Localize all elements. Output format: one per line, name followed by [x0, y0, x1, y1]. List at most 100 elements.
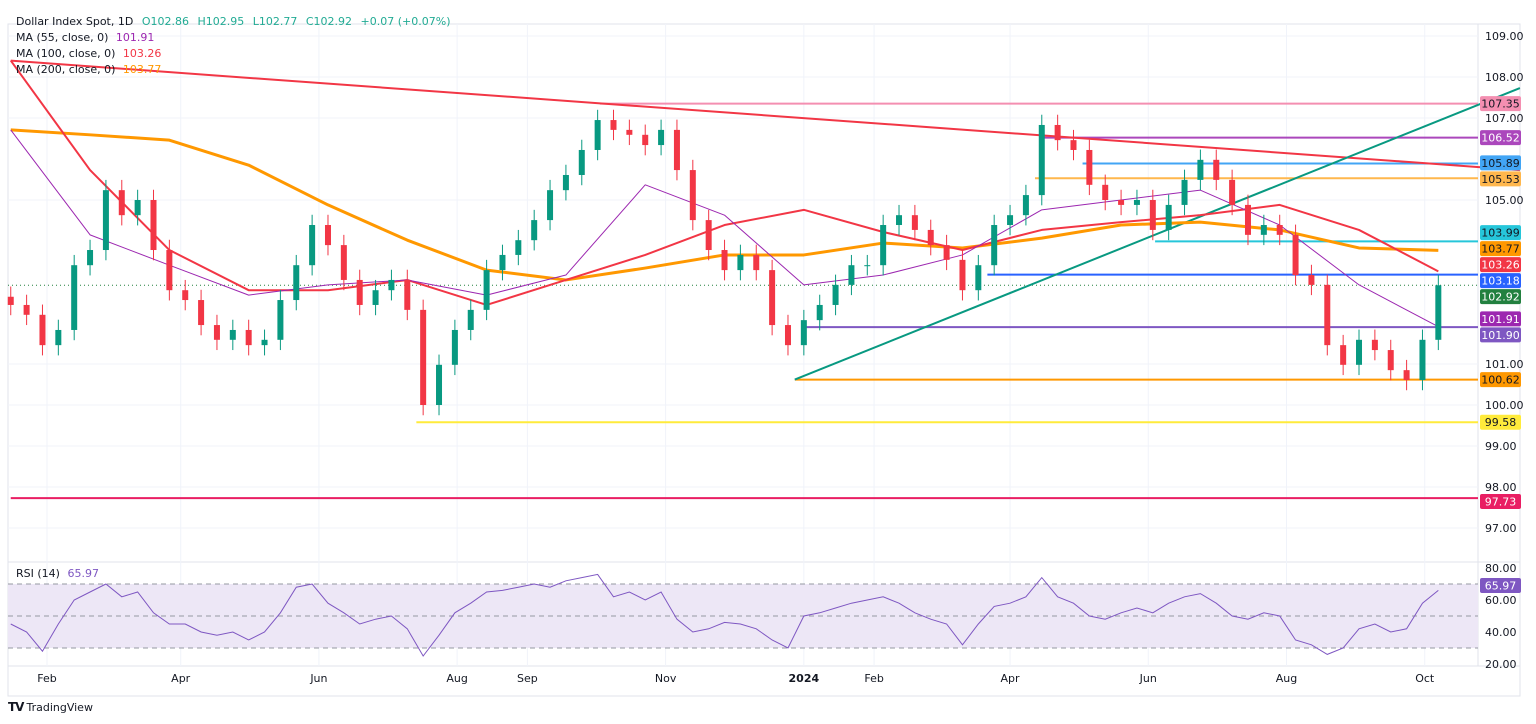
candle-body: [245, 329, 252, 346]
rsi-label: RSI (14): [16, 567, 60, 580]
price-tick-label: 101.00: [1485, 358, 1524, 371]
time-tick-label: Apr: [171, 672, 191, 685]
rsi-line: [10, 573, 1439, 657]
candle-body: [420, 309, 427, 405]
ma100-value: 103.26: [122, 47, 162, 60]
chart-legend: Dollar Index Spot, 1D O102.86 H102.95 L1…: [16, 14, 451, 78]
rsi-tick-label: 20.00: [1485, 658, 1517, 671]
ohlc-low: L102.77: [252, 15, 298, 28]
candle-body: [1038, 124, 1045, 196]
candle-body: [451, 329, 458, 365]
moving-averages: [9, 60, 1439, 328]
candle-body: [71, 265, 78, 330]
candle-body: [102, 190, 109, 251]
price-tag-bg: [1480, 96, 1521, 112]
candle-body: [23, 304, 30, 315]
candle-body: [229, 329, 236, 340]
candle-body: [594, 120, 601, 150]
rsi-tick-label: 60.00: [1485, 594, 1517, 607]
candle-body: [626, 129, 633, 135]
price-tag-bg: [1480, 130, 1521, 146]
candle-body: [975, 265, 982, 291]
price-tag-label: 103.18: [1481, 275, 1520, 288]
candle-body: [1324, 284, 1331, 346]
candle-body: [927, 229, 934, 246]
trendline: [10, 59, 1520, 172]
time-tick-label: Feb: [37, 672, 56, 685]
ohlc-open: O102.86: [141, 15, 189, 28]
ma100-legend[interactable]: MA (100, close, 0) 103.26: [16, 46, 451, 62]
candle-body: [991, 225, 998, 266]
time-tick-label: 2024: [789, 672, 820, 685]
candle-body: [832, 284, 839, 305]
ma200-value: 103.77: [122, 63, 162, 76]
candle-body: [943, 245, 950, 260]
candle-body: [848, 265, 855, 285]
time-tick-label: Aug: [1276, 672, 1297, 685]
candle-body: [182, 290, 189, 301]
ma55-line: [10, 129, 1439, 328]
candle-body: [340, 245, 347, 280]
candle-body: [1149, 200, 1156, 230]
candle-body: [689, 170, 696, 221]
price-tag-bg: [1480, 155, 1521, 171]
candle-body: [55, 329, 62, 346]
price-tag-bg: [1480, 327, 1521, 343]
ohlc-high: H102.95: [197, 15, 245, 28]
candle-body: [1086, 149, 1093, 185]
candle-body: [372, 290, 379, 305]
candle-body: [499, 254, 506, 271]
candle-body: [721, 250, 728, 271]
ma200-legend[interactable]: MA (200, close, 0) 103.77: [16, 62, 451, 78]
price-tag-bg: [1480, 372, 1521, 388]
price-tag-label: 106.52: [1481, 132, 1520, 145]
ma55-value: 101.91: [115, 31, 155, 44]
symbol-name: Dollar Index Spot, 1D: [16, 15, 134, 28]
ma55-legend[interactable]: MA (55, close, 0) 101.91: [16, 30, 451, 46]
candle-body: [213, 325, 220, 340]
price-tag-bg: [1480, 171, 1521, 187]
candle-body: [610, 120, 617, 130]
price-tick-label: 105.00: [1485, 194, 1524, 207]
candle-body: [1403, 370, 1410, 380]
price-change: +0.07 (+0.07%): [360, 15, 451, 28]
candle-body: [293, 265, 300, 301]
time-tick-label: Jun: [309, 672, 327, 685]
candle-body: [531, 220, 538, 241]
candle-body: [864, 265, 871, 267]
price-tag-bg: [1480, 241, 1521, 257]
price-tag-label: 101.91: [1481, 313, 1520, 326]
price-tag-label: 65.97: [1485, 580, 1517, 593]
trendlines: [10, 59, 1521, 381]
tradingview-logo-text: TradingView: [26, 700, 93, 714]
time-tick-label: Oct: [1415, 672, 1435, 685]
candle-body: [404, 279, 411, 310]
candle-body: [1276, 225, 1283, 235]
price-tag-label: 101.90: [1481, 329, 1520, 342]
rsi-legend[interactable]: RSI (14) 65.97: [16, 566, 99, 582]
price-tick-label: 107.00: [1485, 112, 1524, 125]
candle-body: [1102, 184, 1109, 200]
ma55-label: MA (55, close, 0): [16, 31, 109, 44]
candle-body: [737, 254, 744, 271]
price-tag-label: 100.62: [1481, 374, 1520, 387]
candle-body: [39, 314, 46, 346]
price-tag-bg: [1480, 225, 1521, 241]
candle-body: [1229, 179, 1236, 205]
candle-body: [261, 339, 268, 346]
tradingview-logo-icon: TV: [8, 700, 25, 714]
tradingview-logo[interactable]: TV TradingView: [8, 700, 93, 714]
price-tag-bg: [1480, 273, 1521, 289]
trendline: [794, 87, 1521, 381]
candle-body: [911, 215, 918, 230]
price-tick-label: 108.00: [1485, 71, 1524, 84]
candle-body: [1435, 285, 1442, 340]
price-tick-label: 99.00: [1485, 440, 1517, 453]
candle-body: [1419, 339, 1426, 380]
candle-body: [134, 200, 141, 216]
candle-body: [784, 325, 791, 346]
price-tags: 107.35 106.52 105.89 105.53 103.99 103.77 103.…: [1480, 96, 1521, 593]
candle-body: [642, 134, 649, 146]
rsi-value: 65.97: [67, 567, 99, 580]
